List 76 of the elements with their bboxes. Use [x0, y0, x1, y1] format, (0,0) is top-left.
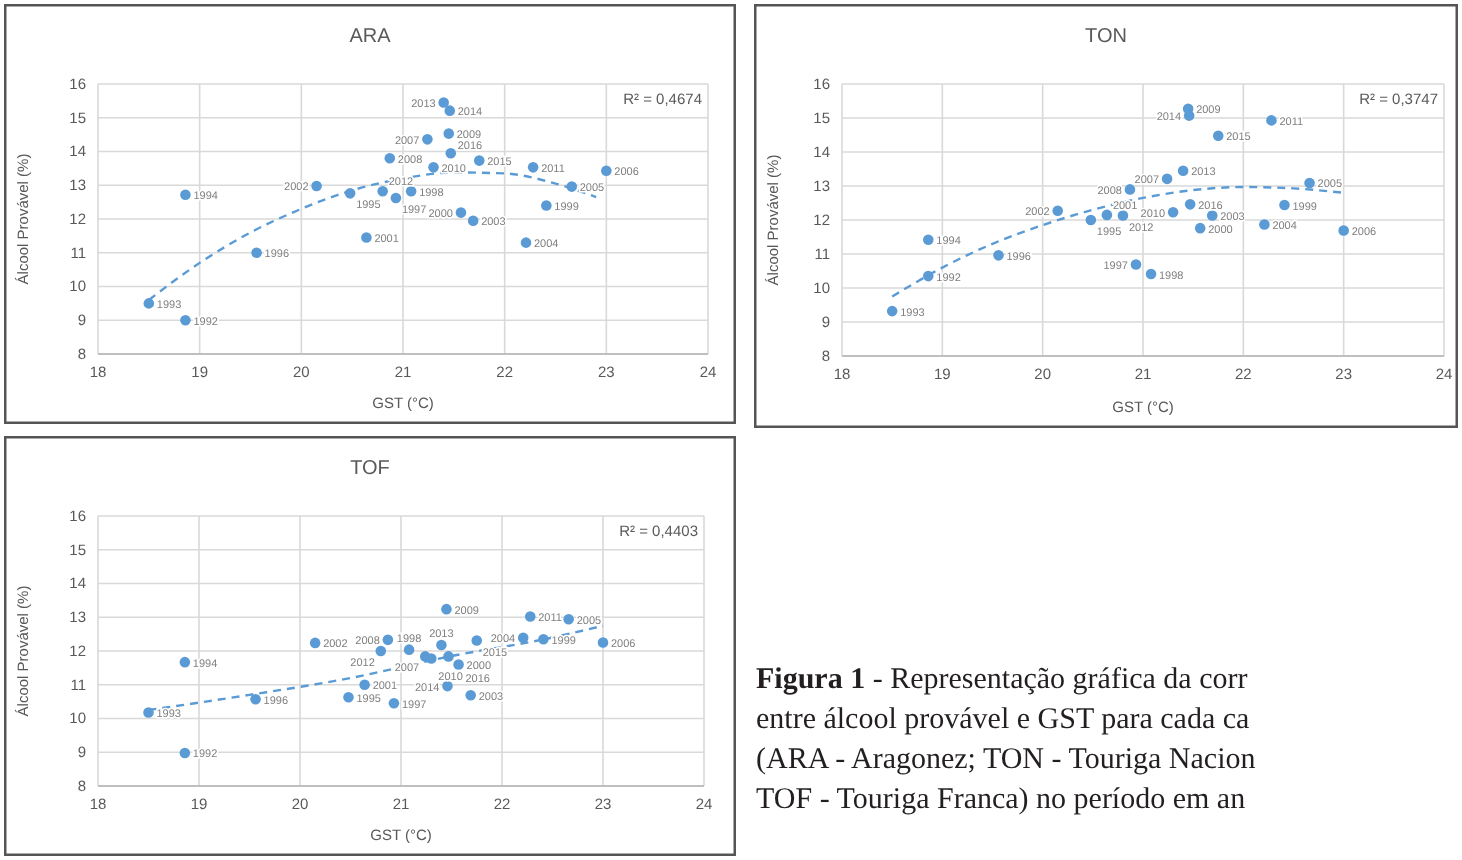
point: [517, 632, 529, 644]
point: [1161, 173, 1173, 185]
point: [441, 603, 452, 615]
point: [377, 186, 388, 197]
point: [1194, 222, 1206, 234]
point: [465, 689, 476, 701]
point: [445, 147, 457, 159]
point: [1177, 165, 1189, 176]
point: [527, 162, 539, 173]
text: - Representação gráfica da corr: [872, 664, 1248, 696]
point: [251, 247, 262, 259]
point: [1130, 259, 1142, 270]
point: [422, 134, 433, 145]
point: [453, 659, 464, 670]
point: [143, 707, 154, 718]
point: [1117, 210, 1129, 221]
point: [179, 747, 191, 759]
point: [1212, 130, 1224, 141]
point: [361, 232, 372, 243]
point: [1167, 206, 1179, 218]
point: [1183, 110, 1195, 121]
point: [455, 207, 467, 218]
point: [1206, 210, 1218, 221]
point: [443, 128, 455, 139]
point: [563, 613, 574, 625]
text: (ARA - Aragonez; TON - Touriga Nacion: [756, 744, 1257, 776]
point: [384, 152, 396, 164]
point: [922, 234, 934, 245]
point: [467, 215, 479, 226]
point: [993, 250, 1004, 261]
point: [375, 645, 387, 657]
point: [541, 200, 552, 211]
point: [1304, 177, 1315, 189]
point: [471, 635, 483, 646]
point: [442, 680, 453, 692]
point: [1266, 115, 1277, 126]
point: [428, 162, 439, 173]
point: [179, 656, 191, 668]
text: entre álcool provável e GST para cada ca: [756, 704, 1251, 736]
point: [403, 644, 415, 655]
point: [388, 698, 400, 709]
line-series: [890, 185, 1345, 298]
point: [438, 97, 449, 108]
point: [250, 693, 261, 705]
point: [436, 639, 447, 651]
point: [1124, 184, 1136, 195]
text: TOF - Touriga Franca) no período em an: [756, 784, 1247, 816]
point: [1145, 268, 1157, 280]
point: [1184, 199, 1196, 210]
point: [473, 155, 485, 166]
point: [444, 105, 456, 116]
chart-title: TOF: [350, 458, 390, 480]
text: Figura 1: [756, 664, 873, 696]
point: [311, 180, 322, 192]
point: [1338, 225, 1349, 236]
point: [524, 611, 536, 622]
point: [1052, 205, 1064, 217]
point: [405, 186, 417, 197]
point: [143, 298, 155, 309]
point: [601, 165, 612, 177]
point: [520, 237, 532, 248]
point: [1259, 219, 1270, 230]
point: [309, 637, 321, 649]
point: [1279, 199, 1290, 211]
point: [886, 305, 898, 317]
point: [597, 637, 609, 648]
point: [390, 192, 402, 204]
point: [343, 691, 354, 703]
point: [1101, 209, 1113, 221]
chart-title: TON: [1085, 26, 1127, 48]
point: [382, 634, 394, 646]
point: [1085, 214, 1097, 226]
point: [359, 679, 370, 691]
point: [180, 314, 191, 326]
chart-title: ARA: [349, 26, 392, 48]
point: [180, 189, 191, 200]
